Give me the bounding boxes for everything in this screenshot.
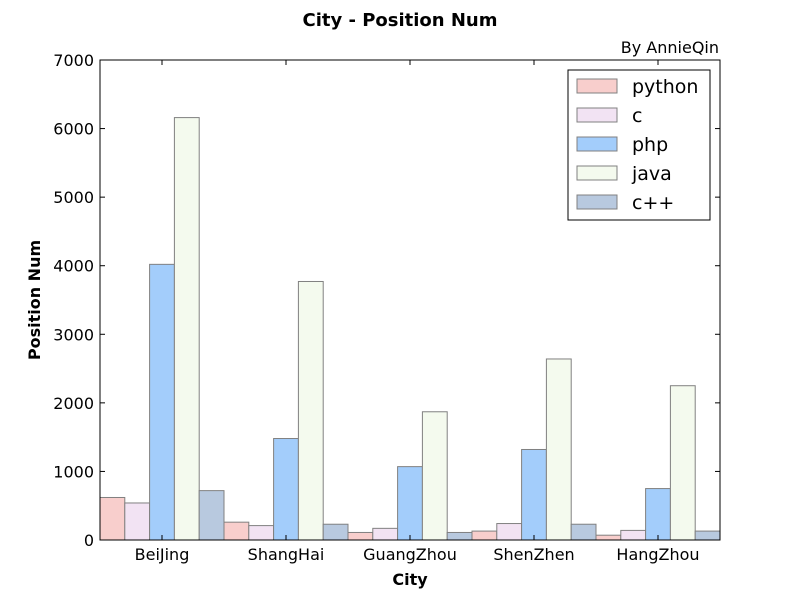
bar-c-HangZhou bbox=[620, 529, 647, 541]
bar-python-GuangZhou bbox=[347, 531, 374, 541]
bar-c-GuangZhou bbox=[372, 527, 399, 541]
bar-python-HangZhou bbox=[595, 534, 622, 541]
y-axis-label: Position Num bbox=[25, 240, 44, 360]
bars-group bbox=[99, 117, 721, 541]
y-tick-label: 1000 bbox=[53, 462, 94, 481]
x-tick-label: BeiJing bbox=[135, 545, 190, 564]
bar-c++-GuangZhou bbox=[446, 531, 473, 541]
chart-subtitle: By AnnieQin bbox=[621, 38, 719, 57]
bar-php-ShangHai bbox=[273, 438, 299, 541]
legend-swatch-c++ bbox=[576, 194, 618, 210]
bar-java-ShenZhen bbox=[545, 358, 572, 541]
legend: python c php java c++ bbox=[567, 69, 711, 221]
x-tick-label: ShenZhen bbox=[493, 545, 574, 564]
bar-java-ShangHai bbox=[297, 280, 324, 541]
bar-c-ShangHai bbox=[248, 525, 275, 541]
legend-swatch-python bbox=[576, 78, 618, 94]
bar-python-BeiJing bbox=[99, 496, 126, 541]
bar-java-BeiJing bbox=[173, 117, 200, 541]
y-tick-label: 0 bbox=[84, 531, 94, 550]
bar-java-HangZhou bbox=[669, 385, 696, 541]
x-tick-label: GuangZhou bbox=[363, 545, 457, 564]
bar-c++-ShangHai bbox=[322, 523, 349, 541]
bar-php-GuangZhou bbox=[397, 466, 423, 541]
bar-c++-BeiJing bbox=[198, 490, 225, 541]
y-tick-label: 5000 bbox=[53, 188, 94, 207]
legend-label-java: java bbox=[631, 163, 672, 185]
legend-label-c: c bbox=[632, 105, 642, 127]
bar-python-ShangHai bbox=[223, 521, 250, 541]
legend-swatch-c bbox=[576, 107, 618, 123]
chart-title: City - Position Num bbox=[302, 10, 497, 31]
x-tick-label: ShangHai bbox=[248, 545, 325, 564]
bar-c-BeiJing bbox=[124, 502, 151, 541]
legend-label-php: php bbox=[632, 134, 668, 156]
legend-label-c++: c++ bbox=[632, 192, 674, 214]
bar-c++-ShenZhen bbox=[570, 523, 597, 541]
y-tick-label: 2000 bbox=[53, 394, 94, 413]
axis-ticks: 0 1000 2000 3000 4000 5000 6000 7000 BeiJing Shan… bbox=[53, 51, 720, 564]
bar-php-ShenZhen bbox=[521, 448, 547, 541]
x-axis-label: City bbox=[392, 570, 428, 589]
bar-python-ShenZhen bbox=[471, 530, 498, 541]
bar-java-GuangZhou bbox=[421, 411, 448, 541]
bar-php-BeiJing bbox=[149, 263, 175, 541]
legend-label-python: python bbox=[632, 76, 698, 98]
bar-php-HangZhou bbox=[645, 488, 671, 541]
y-tick-label: 4000 bbox=[53, 257, 94, 276]
legend-swatch-php bbox=[576, 136, 618, 152]
bar-c++-HangZhou bbox=[694, 530, 721, 541]
y-tick-label: 6000 bbox=[53, 120, 94, 139]
bar-c-ShenZhen bbox=[496, 523, 523, 541]
legend-swatch-java bbox=[576, 165, 618, 181]
y-tick-label: 7000 bbox=[53, 51, 94, 70]
y-tick-label: 3000 bbox=[53, 325, 94, 344]
x-tick-label: HangZhou bbox=[616, 545, 699, 564]
